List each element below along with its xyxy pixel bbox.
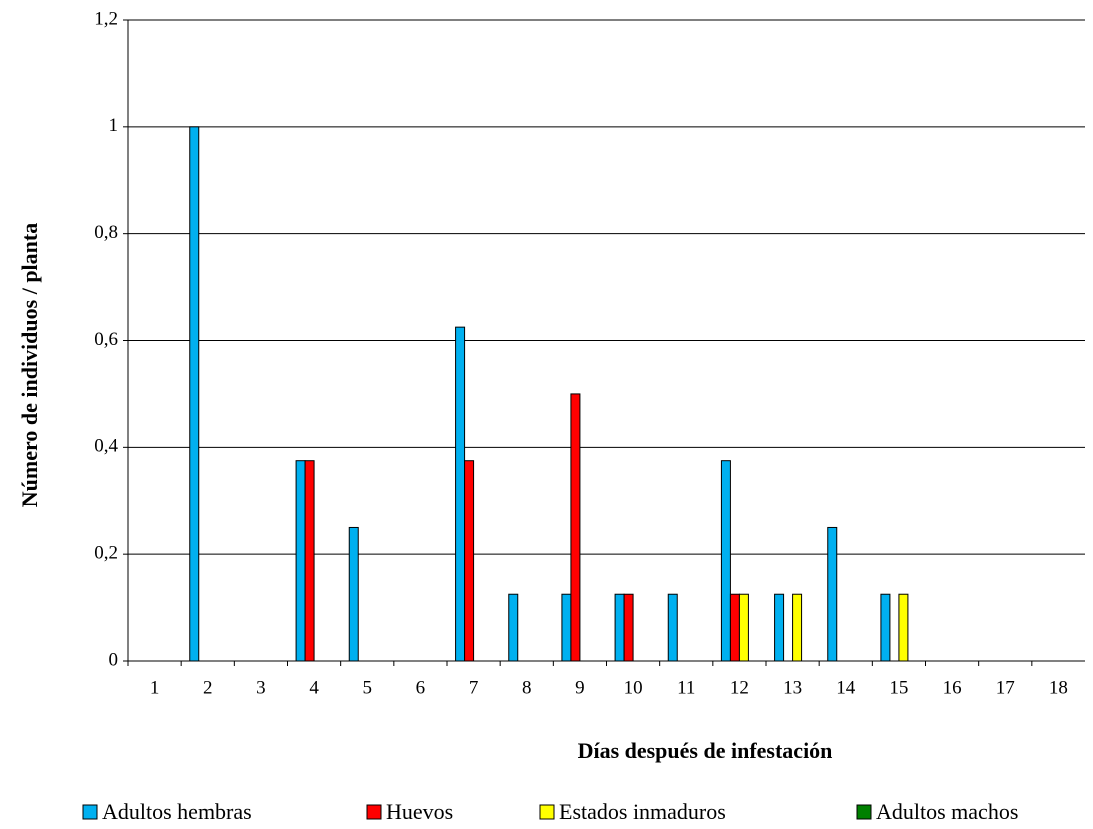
bar [774, 593, 785, 662]
legend-text: Adultos hembras [102, 799, 252, 824]
y-tick-label: 0,4 [94, 436, 118, 457]
bar [455, 326, 466, 662]
x-tick-label: 11 [677, 677, 695, 698]
x-tick-label: 1 [150, 677, 160, 698]
y-tick-label: 1,2 [94, 8, 118, 29]
x-tick-label: 13 [783, 677, 802, 698]
x-tick-label: 7 [469, 677, 479, 698]
bar [729, 593, 740, 662]
x-tick-label: 4 [309, 677, 319, 698]
bar [561, 593, 572, 662]
x-tick-label: 10 [624, 677, 643, 698]
bar [348, 526, 359, 662]
bar [880, 593, 891, 662]
x-tick-label: 8 [522, 677, 532, 698]
bar [623, 593, 634, 662]
y-tick-label: 0,2 [94, 543, 118, 564]
legend-swatch [366, 804, 382, 820]
legend-text: Huevos [386, 799, 453, 824]
x-tick-label: 9 [575, 677, 585, 698]
bar [827, 526, 838, 662]
y-tick-label: 0,6 [94, 329, 118, 350]
x-tick-label: 18 [1049, 677, 1068, 698]
x-tick-label: 6 [416, 677, 426, 698]
legend-text: Adultos machos [876, 799, 1018, 824]
bar [720, 460, 731, 662]
bar [570, 393, 581, 662]
bar [738, 593, 749, 662]
bar [508, 593, 519, 662]
x-tick-label: 17 [996, 677, 1015, 698]
y-tick-label: 0 [109, 649, 119, 670]
bar [295, 460, 306, 662]
x-tick-label: 16 [943, 677, 962, 698]
bar [667, 593, 678, 662]
x-tick-label: 14 [836, 677, 856, 698]
bar [304, 460, 315, 662]
legend-swatch [856, 804, 872, 820]
bar [792, 593, 803, 662]
y-tick-label: 0,8 [94, 222, 118, 243]
legend-swatch [539, 804, 555, 820]
y-axis-title: Número de individuos / planta [17, 223, 42, 507]
x-tick-label: 5 [363, 677, 373, 698]
x-tick-label: 3 [256, 677, 266, 698]
y-tick-label: 1 [109, 115, 119, 136]
bar [464, 460, 475, 662]
bar [898, 593, 909, 662]
x-tick-label: 12 [730, 677, 749, 698]
x-axis-title: Días después de infestación [578, 738, 833, 763]
bar [189, 126, 200, 662]
legend-text: Estados inmaduros [559, 799, 726, 824]
x-tick-label: 2 [203, 677, 213, 698]
x-tick-label: 15 [889, 677, 908, 698]
legend-swatch [82, 804, 98, 820]
bar [614, 593, 625, 662]
